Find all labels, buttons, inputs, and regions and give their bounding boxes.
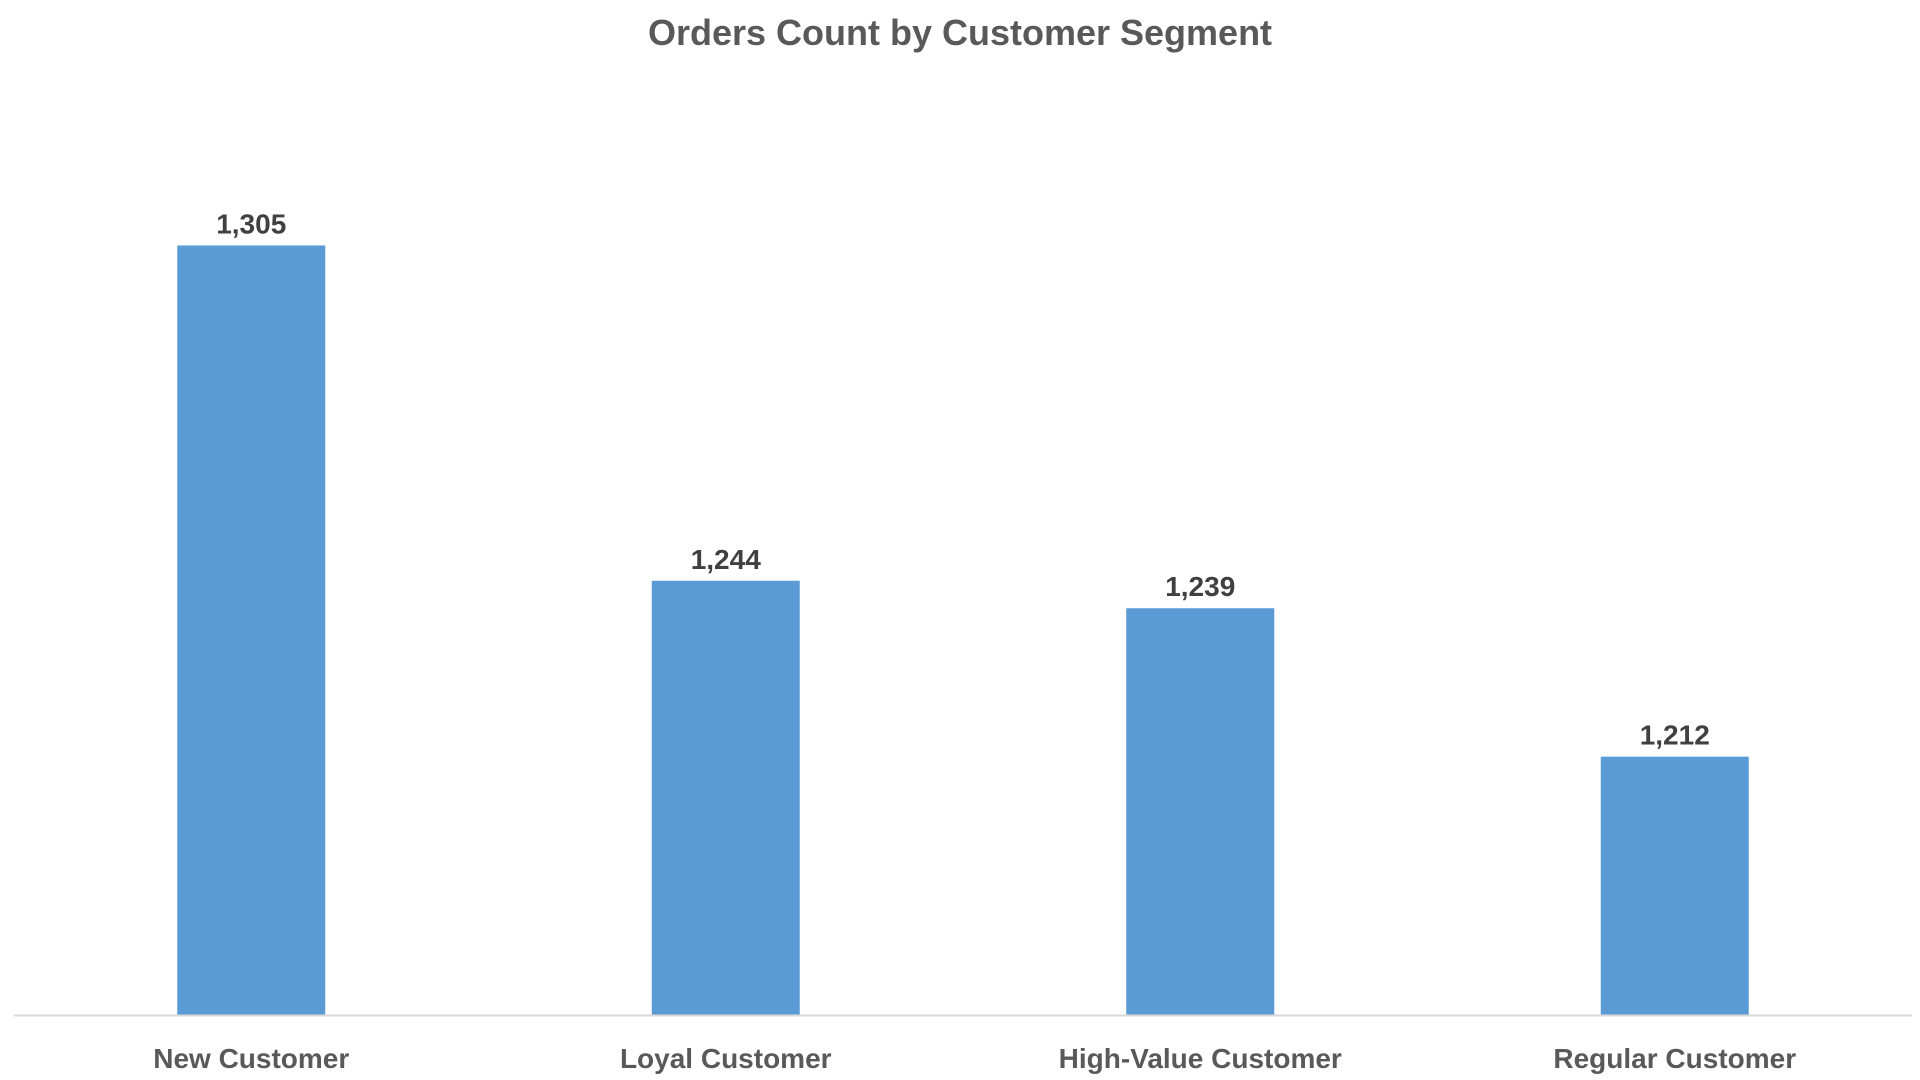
- data-label: 1,212: [1640, 720, 1710, 751]
- bar-high-value-customer: [1126, 608, 1275, 1015]
- bar-loyal-customer: [651, 580, 800, 1015]
- chart-title: Orders Count by Customer Segment: [647, 12, 1273, 53]
- data-label: 1,244: [691, 544, 761, 575]
- bar-regular-customer: [1600, 756, 1749, 1015]
- x-tick-label: Regular Customer: [1553, 1043, 1796, 1074]
- x-tick-label: High-Value Customer: [1059, 1043, 1342, 1074]
- data-label: 1,305: [216, 208, 286, 239]
- data-label: 1,239: [1165, 571, 1235, 602]
- x-tick-label: New Customer: [153, 1043, 349, 1074]
- bar-new-customer: [177, 245, 326, 1016]
- x-tick-label: Loyal Customer: [620, 1043, 832, 1074]
